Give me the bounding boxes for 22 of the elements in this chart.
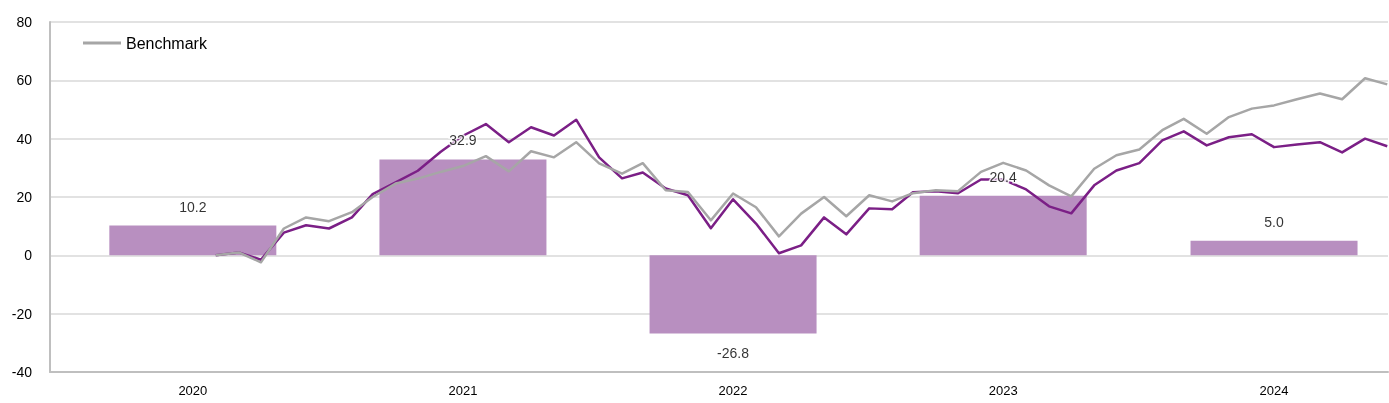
bar xyxy=(379,159,547,256)
y-tick-label: 80 xyxy=(16,14,33,30)
bar xyxy=(649,255,817,334)
x-tick-label: 2024 xyxy=(1259,383,1289,398)
data-label: 5.0 xyxy=(1264,213,1284,230)
legend-label: Benchmark xyxy=(126,34,208,52)
y-tick-label: 60 xyxy=(16,72,33,89)
x-tick-label: 2020 xyxy=(178,383,208,398)
y-tick-label: 20 xyxy=(16,189,33,205)
y-tick-label: -40 xyxy=(11,364,33,380)
y-tick-label: 40 xyxy=(16,130,33,147)
line-series xyxy=(214,77,1389,264)
bar xyxy=(1190,240,1358,256)
y-tick-label: -20 xyxy=(11,305,33,322)
bar xyxy=(919,195,1087,256)
y-tick-label: 0 xyxy=(24,247,33,264)
x-tick-label: 2023 xyxy=(988,383,1018,398)
bar xyxy=(109,225,277,256)
x-tick-label: 2022 xyxy=(718,383,748,398)
data-label: 10.2 xyxy=(179,198,207,215)
data-label: -26.8 xyxy=(717,344,750,361)
x-tick-label: 2021 xyxy=(448,383,478,398)
